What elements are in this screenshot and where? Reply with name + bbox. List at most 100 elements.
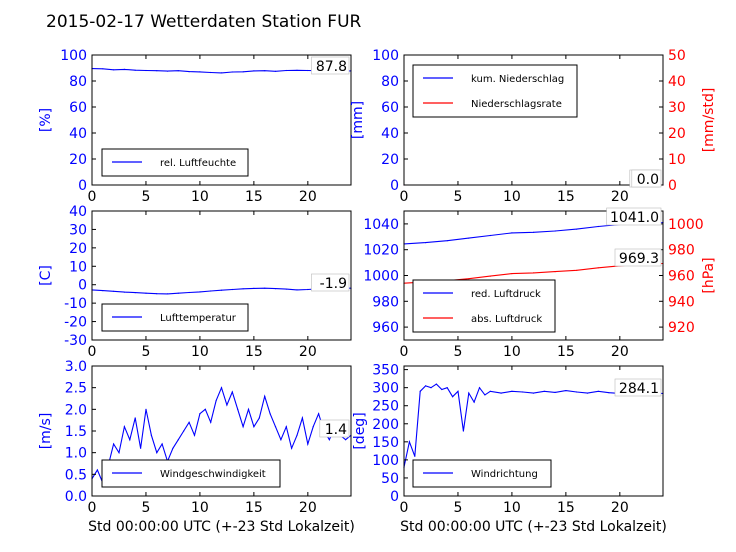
x-axis-label: Std 00:00:00 UTC (+-23 Std Lokalzeit) [88, 519, 355, 535]
data-point [231, 391, 233, 393]
x-tick-label: 15 [245, 344, 263, 360]
data-point [597, 225, 599, 228]
data-point [425, 385, 427, 387]
legend-frame [412, 279, 556, 333]
data-point [301, 417, 303, 419]
data-point [253, 70, 255, 72]
legend-wind_speed: Windgeschwindigkeit [101, 459, 281, 488]
x-tick-label: 0 [88, 189, 97, 205]
x-tick-label: 0 [88, 500, 97, 516]
plot-frame [91, 54, 352, 186]
data-point [468, 278, 470, 280]
current-value: 284.1 [619, 381, 659, 397]
data-point [285, 426, 287, 428]
legend-temperature: Lufttemperatur [101, 303, 249, 332]
data-point [532, 392, 535, 394]
x-tick-label: 5 [453, 344, 462, 360]
y2-tick-label: 0 [668, 178, 677, 194]
data-point [242, 426, 244, 428]
data-point [177, 292, 179, 294]
y2-tick-label: 980 [668, 243, 695, 259]
data-point [554, 391, 556, 393]
x-tick-label: 20 [611, 344, 629, 360]
x-tick-label: 15 [245, 189, 263, 205]
data-point [291, 447, 293, 449]
panel-wind_speed: 0 5 10 15 20 0.0 0.5 1.0 1.5 2.0 2.5 3.0 [m/s] Std 00… [38, 359, 355, 535]
y-axis-label: [mm] [350, 101, 366, 139]
data-point [264, 70, 266, 72]
data-point [274, 288, 277, 290]
y-tick-label: 1020 [363, 243, 399, 259]
data-point [123, 291, 125, 293]
data-point [166, 293, 169, 295]
data-point [511, 390, 513, 392]
x-tick-label: 10 [503, 500, 521, 516]
y-tick-label: 2.5 [65, 381, 87, 397]
data-point [156, 452, 158, 454]
y-tick-label: 40 [69, 126, 87, 142]
data-point [96, 469, 98, 471]
y-tick-label: 1.0 [65, 446, 87, 462]
y2-tick-label: 20 [668, 126, 686, 142]
data-point [145, 69, 147, 72]
data-point [118, 452, 120, 454]
y-tick-label: 20 [69, 241, 87, 257]
legend-label: Lufttemperatur [160, 313, 237, 324]
legend-label: Windrichtung [471, 469, 538, 480]
panel-humidity: 0 5 10 15 20 0 20 40 60 80 100 [%] 87.8 rel. Luftfeuc… [38, 48, 352, 205]
x-tick-label: 5 [141, 344, 150, 360]
y-tick-label: 980 [372, 294, 399, 310]
y-tick-label: 1.5 [65, 424, 87, 440]
data-point [285, 288, 287, 290]
y-tick-label: -10 [64, 296, 87, 312]
legend-label: kum. Niederschlag [471, 74, 564, 85]
x-tick-label: 20 [299, 344, 317, 360]
data-point [134, 69, 136, 71]
y-tick-label: -30 [64, 333, 87, 349]
data-point [554, 230, 556, 232]
data-point [161, 443, 163, 445]
data-point [113, 443, 115, 445]
data-point [215, 400, 217, 402]
data-point [199, 413, 201, 415]
y-tick-label: 20 [381, 152, 399, 168]
legend-label: rel. Luftfeuchte [160, 158, 236, 169]
data-point [253, 287, 255, 289]
data-point [462, 430, 464, 432]
y-tick-label: 2.0 [65, 402, 87, 418]
x-tick-label: 20 [299, 189, 317, 205]
data-point [280, 439, 282, 441]
legend-label: Niederschlagsrate [471, 99, 562, 110]
data-point [237, 408, 239, 410]
panel-temperature: 0 5 10 15 20 -30 -20 -10 0 10 20 30 40 [C] -1.9 Lufttem… [38, 204, 352, 360]
data-point [242, 71, 244, 73]
data-point [419, 390, 421, 392]
value-box [319, 419, 350, 438]
y-tick-label: 0.5 [65, 467, 87, 483]
legend-label: red. Luftdruck [471, 289, 541, 300]
data-point [554, 271, 556, 273]
y2-tick-label: 10 [668, 152, 686, 168]
y-tick-label: 0 [390, 178, 399, 194]
data-point [183, 430, 185, 432]
y2-tick-label: 920 [668, 320, 695, 336]
data-point [565, 390, 567, 392]
y-tick-label: 250 [372, 399, 399, 415]
data-point [586, 392, 589, 394]
data-point [441, 388, 443, 391]
x-tick-label: 0 [400, 500, 409, 516]
data-point [522, 391, 524, 393]
data-point [296, 289, 298, 291]
y-tick-label: 1040 [363, 217, 399, 233]
data-point [328, 439, 330, 441]
data-point [188, 291, 190, 294]
data-point [532, 231, 535, 233]
current-value: -1.9 [320, 276, 347, 292]
data-point [220, 289, 223, 291]
y-tick-label: 1000 [363, 269, 399, 285]
data-point [210, 71, 212, 74]
data-point [193, 434, 196, 436]
x-tick-label: 20 [299, 500, 317, 516]
